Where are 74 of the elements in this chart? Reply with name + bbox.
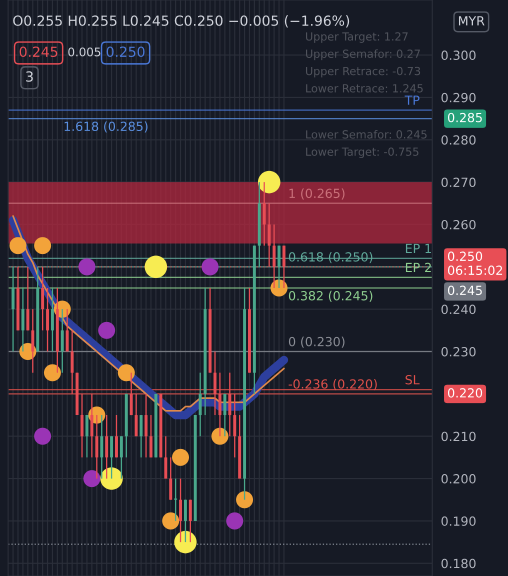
ref-line-label: SL bbox=[406, 374, 420, 384]
text: MYR bbox=[458, 16, 485, 26]
candlestick bbox=[149, 414, 152, 458]
candlestick bbox=[188, 499, 192, 543]
candlestick bbox=[169, 456, 172, 500]
ref-line-label: 1 (0.265) bbox=[289, 188, 344, 200]
ref-line-label: 0.382 (0.245) bbox=[288, 290, 372, 302]
candlestick bbox=[95, 414, 98, 480]
point bbox=[44, 364, 61, 382]
candlestick bbox=[278, 245, 281, 289]
point bbox=[34, 237, 52, 254]
point bbox=[9, 237, 26, 254]
text: Lower Semafor: 0.245 bbox=[306, 130, 427, 139]
candlestick bbox=[179, 478, 182, 543]
point bbox=[202, 258, 219, 276]
candlestick bbox=[140, 414, 143, 458]
text: 0.245 bbox=[448, 286, 482, 296]
ref-line-label: EP 1 bbox=[406, 244, 431, 253]
ref-line-label: -0.236 (0.220) bbox=[288, 379, 377, 390]
candlestick bbox=[174, 478, 178, 522]
point bbox=[270, 279, 288, 297]
text: Upper Target: 1.27 bbox=[306, 32, 408, 43]
ref-line-label: 0 (0.230) bbox=[288, 336, 344, 348]
candlestick bbox=[120, 436, 123, 480]
point bbox=[226, 512, 244, 530]
y-tick-label: 0.290 bbox=[441, 92, 476, 102]
annotation: O0.255 H0.255 L0.245 C0.250 −0.005 (−1.96%) bbox=[13, 15, 350, 28]
y-tick-label: 0.270 bbox=[441, 178, 476, 188]
ref-line-label: 1.618 (0.285) bbox=[64, 121, 148, 133]
text: 0.285 bbox=[448, 112, 482, 122]
y-tick-label: 0.300 bbox=[441, 50, 476, 60]
annotation: 0.250 bbox=[106, 46, 145, 58]
point bbox=[83, 470, 100, 488]
y-tick-label: 0.210 bbox=[441, 432, 476, 442]
candlestick bbox=[46, 287, 50, 352]
candlestick bbox=[115, 414, 118, 458]
point bbox=[211, 428, 228, 445]
candlestick bbox=[110, 436, 114, 480]
point bbox=[236, 491, 254, 508]
y-tick-label: 0.180 bbox=[441, 558, 476, 568]
point bbox=[78, 258, 96, 276]
annotation: 3 bbox=[26, 71, 33, 82]
y-tick-label: 0.200 bbox=[441, 474, 476, 484]
point bbox=[34, 428, 52, 445]
candlestick bbox=[50, 287, 54, 352]
candlestick bbox=[100, 414, 104, 480]
y-tick-label: 0.190 bbox=[441, 516, 476, 526]
annotation: 0.005 bbox=[68, 47, 100, 56]
point bbox=[144, 256, 168, 278]
ref-line-label: TP bbox=[404, 96, 420, 105]
text: Upper Semafor: 0.27 bbox=[306, 49, 420, 60]
point bbox=[98, 322, 116, 339]
y-tick-label: 0.260 bbox=[441, 220, 476, 230]
point bbox=[258, 170, 280, 194]
candlestick bbox=[223, 393, 226, 437]
candlestick bbox=[85, 414, 88, 458]
candlestick bbox=[12, 266, 15, 352]
text: Lower Retrace: 1.245 bbox=[306, 84, 423, 93]
point bbox=[118, 364, 135, 382]
candlestick bbox=[184, 499, 187, 543]
candlestick bbox=[198, 372, 202, 437]
y-tick-label: 0.230 bbox=[441, 347, 476, 356]
y-tick-label: 0.280 bbox=[441, 135, 476, 145]
candlestick bbox=[60, 308, 64, 374]
candlestick bbox=[105, 414, 108, 480]
text: Lower Target: -0.755 bbox=[306, 147, 418, 158]
candlestick bbox=[21, 287, 24, 352]
point bbox=[172, 448, 190, 466]
text: Upper Retrace: -0.73 bbox=[306, 66, 420, 78]
text: 0.220 bbox=[448, 388, 482, 398]
point bbox=[162, 512, 180, 530]
annotation: 0.245 bbox=[20, 46, 58, 58]
text: 0.250 06:15:02 bbox=[448, 252, 502, 276]
y-tick-label: 0.240 bbox=[441, 304, 476, 314]
